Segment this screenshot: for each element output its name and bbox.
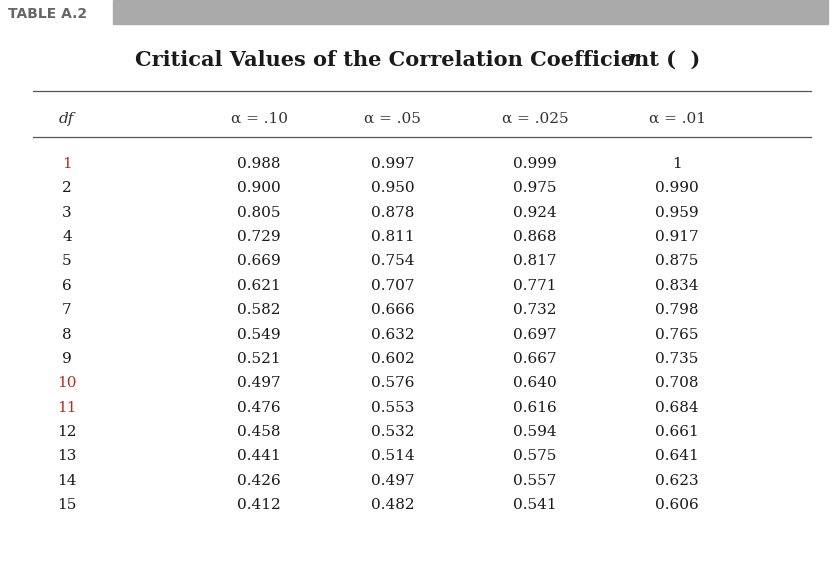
Text: 1: 1 <box>62 157 72 171</box>
Text: 0.817: 0.817 <box>513 255 557 268</box>
Text: 0.868: 0.868 <box>513 230 557 244</box>
Text: 0.990: 0.990 <box>655 182 699 195</box>
Text: 12: 12 <box>57 425 77 439</box>
Text: 0.765: 0.765 <box>655 328 699 341</box>
Text: 6: 6 <box>62 279 72 293</box>
Text: 0.521: 0.521 <box>237 352 281 366</box>
Text: 7: 7 <box>62 303 72 317</box>
Text: 0.798: 0.798 <box>655 303 699 317</box>
Text: 5: 5 <box>62 255 72 268</box>
Text: 3: 3 <box>62 206 72 220</box>
Text: 0.641: 0.641 <box>655 449 699 463</box>
Text: α = .025: α = .025 <box>502 112 568 126</box>
Text: 0.666: 0.666 <box>371 303 415 317</box>
Text: 0.426: 0.426 <box>237 474 281 487</box>
Text: α = .01: α = .01 <box>649 112 706 126</box>
Text: 0.754: 0.754 <box>371 255 415 268</box>
Text: 0.616: 0.616 <box>513 401 557 414</box>
Text: 8: 8 <box>62 328 72 341</box>
Text: 0.541: 0.541 <box>513 498 557 512</box>
Text: 1: 1 <box>672 157 682 171</box>
Text: 0.602: 0.602 <box>371 352 415 366</box>
Text: 0.482: 0.482 <box>371 498 415 512</box>
Text: 0.999: 0.999 <box>513 157 557 171</box>
Text: Critical Values of the Correlation Coefficient (  ): Critical Values of the Correlation Coeff… <box>135 49 701 70</box>
Text: 14: 14 <box>57 474 77 487</box>
Text: 0.735: 0.735 <box>655 352 699 366</box>
Text: df: df <box>59 112 74 126</box>
Text: 0.997: 0.997 <box>371 157 415 171</box>
Text: 0.412: 0.412 <box>237 498 281 512</box>
Text: 0.684: 0.684 <box>655 401 699 414</box>
Text: 0.632: 0.632 <box>371 328 415 341</box>
Text: 0.549: 0.549 <box>237 328 281 341</box>
Text: 0.959: 0.959 <box>655 206 699 220</box>
Text: 0.805: 0.805 <box>237 206 281 220</box>
Text: 0.661: 0.661 <box>655 425 699 439</box>
Text: 0.732: 0.732 <box>513 303 557 317</box>
Text: α = .10: α = .10 <box>231 112 288 126</box>
Text: 13: 13 <box>57 449 77 463</box>
Text: 0.900: 0.900 <box>237 182 281 195</box>
Text: 0.771: 0.771 <box>513 279 557 293</box>
Text: 0.497: 0.497 <box>237 376 281 390</box>
Text: 0.924: 0.924 <box>513 206 557 220</box>
Text: 0.623: 0.623 <box>655 474 699 487</box>
Text: 0.640: 0.640 <box>513 376 557 390</box>
Text: 0.988: 0.988 <box>237 157 281 171</box>
Text: 0.557: 0.557 <box>513 474 557 487</box>
Text: 0.576: 0.576 <box>371 376 415 390</box>
Text: 0.621: 0.621 <box>237 279 281 293</box>
Text: 0.514: 0.514 <box>371 449 415 463</box>
Text: 0.878: 0.878 <box>371 206 415 220</box>
Text: 4: 4 <box>62 230 72 244</box>
Text: 15: 15 <box>57 498 77 512</box>
Text: 0.497: 0.497 <box>371 474 415 487</box>
Text: 0.582: 0.582 <box>237 303 281 317</box>
Text: r: r <box>627 49 639 70</box>
Text: 0.594: 0.594 <box>513 425 557 439</box>
Text: 9: 9 <box>62 352 72 366</box>
Text: 0.669: 0.669 <box>237 255 281 268</box>
Text: 10: 10 <box>57 376 77 390</box>
Text: 0.532: 0.532 <box>371 425 415 439</box>
Text: 0.917: 0.917 <box>655 230 699 244</box>
Text: 0.553: 0.553 <box>371 401 415 414</box>
Text: 2: 2 <box>62 182 72 195</box>
Text: 0.606: 0.606 <box>655 498 699 512</box>
Text: 0.811: 0.811 <box>371 230 415 244</box>
Text: 0.697: 0.697 <box>513 328 557 341</box>
Text: 0.707: 0.707 <box>371 279 415 293</box>
Text: 0.667: 0.667 <box>513 352 557 366</box>
Text: 0.476: 0.476 <box>237 401 281 414</box>
Text: 0.950: 0.950 <box>371 182 415 195</box>
Text: 0.729: 0.729 <box>237 230 281 244</box>
Text: 0.708: 0.708 <box>655 376 699 390</box>
Text: TABLE A.2: TABLE A.2 <box>8 7 88 20</box>
Text: 0.975: 0.975 <box>513 182 557 195</box>
Text: 11: 11 <box>57 401 77 414</box>
Text: 0.834: 0.834 <box>655 279 699 293</box>
Text: α = .05: α = .05 <box>364 112 421 126</box>
Text: 0.458: 0.458 <box>237 425 281 439</box>
Text: 0.441: 0.441 <box>237 449 281 463</box>
Text: 0.575: 0.575 <box>513 449 557 463</box>
Text: 0.875: 0.875 <box>655 255 699 268</box>
